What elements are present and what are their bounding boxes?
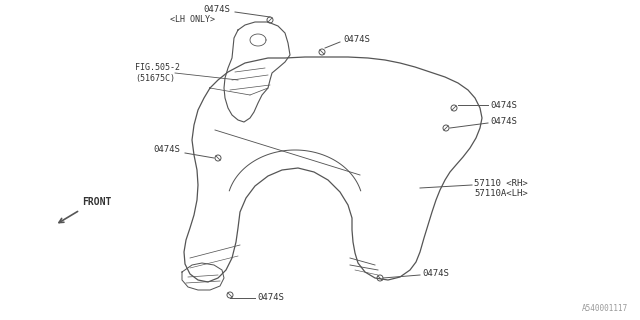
- Text: 57110 <RH>: 57110 <RH>: [474, 179, 528, 188]
- Text: FRONT: FRONT: [82, 197, 111, 207]
- Text: 0474S: 0474S: [422, 269, 449, 278]
- Text: 0474S: 0474S: [490, 117, 517, 126]
- Text: 0474S: 0474S: [343, 36, 370, 44]
- Text: 0474S: 0474S: [203, 5, 230, 14]
- Text: 0474S: 0474S: [490, 100, 517, 109]
- Text: A540001117: A540001117: [582, 304, 628, 313]
- Text: 0474S: 0474S: [153, 146, 180, 155]
- Text: FIG.505-2: FIG.505-2: [135, 63, 180, 73]
- Text: (51675C): (51675C): [135, 74, 175, 83]
- Text: 57110A<LH>: 57110A<LH>: [474, 188, 528, 197]
- Text: 0474S: 0474S: [257, 293, 284, 302]
- Text: <LH ONLY>: <LH ONLY>: [170, 15, 215, 25]
